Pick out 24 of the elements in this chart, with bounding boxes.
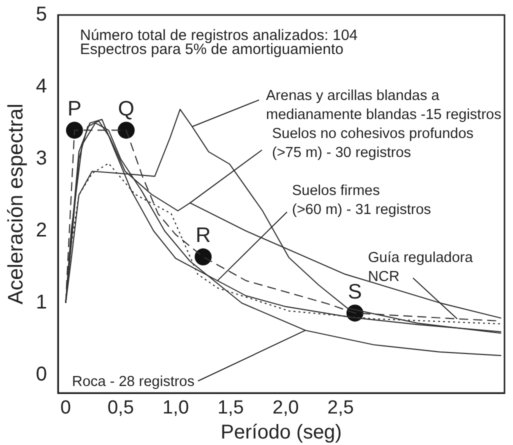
x-tick-label: 2,0 [272, 398, 299, 419]
annotation: P [67, 97, 82, 120]
annotation: Roca - 28 registros [72, 374, 194, 390]
x-tick-label: 1,0 [162, 398, 189, 419]
y-tick-label: 4 [36, 76, 47, 98]
y-tick-label: 3 [36, 148, 47, 170]
annotation: Arenas y arcillas blandas a medianamente blandas -15 registros [266, 88, 502, 123]
annotation: Suelos firmes (>60 m) - 31 registros [292, 183, 432, 218]
annotation: Suelos no cohesivos profundos (>75 m) - 30 registros [272, 126, 474, 161]
x-tick-label: 0,5 [107, 398, 134, 419]
x-tick-label: 2,5 [327, 398, 354, 419]
y-tick-label: 0 [36, 364, 47, 386]
x-tick-label: 1,5 [217, 398, 244, 419]
annotation: Guía reguladora NCR [368, 250, 474, 285]
y-tick-label: 1 [36, 292, 47, 314]
y-tick-label: 5 [36, 4, 47, 26]
annotation: Q [118, 97, 134, 120]
y-tick-label: 2 [36, 220, 47, 242]
annotation: R [196, 224, 211, 248]
y-axis-title: Aceleración espectral [4, 104, 28, 304]
annotation: Número total de registros analizados: 104 [80, 27, 358, 44]
x-axis-title: Período (seg) [220, 422, 342, 444]
x-tick-label: 0 [60, 398, 71, 419]
annotation: S [348, 280, 362, 304]
